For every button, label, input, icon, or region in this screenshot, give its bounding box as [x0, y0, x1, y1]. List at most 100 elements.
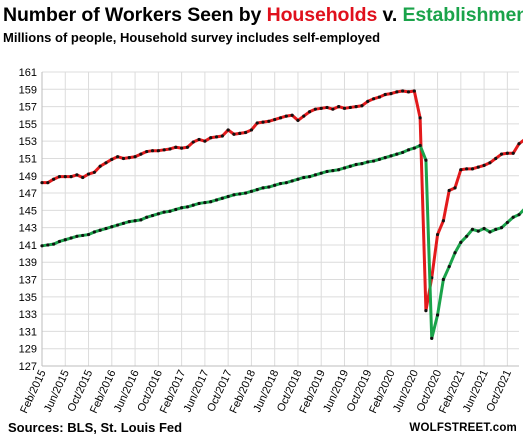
establishments-point	[383, 156, 387, 160]
households-point	[98, 164, 102, 168]
establishments-point	[430, 336, 434, 340]
establishments-point	[435, 313, 440, 317]
households-point	[395, 90, 399, 94]
households-point	[145, 149, 149, 154]
establishments-point	[174, 207, 178, 212]
households-point	[401, 89, 405, 93]
establishments-point	[307, 175, 312, 179]
households-point	[389, 92, 393, 96]
households-point	[75, 173, 79, 177]
households-point	[185, 145, 190, 149]
establishments-point	[116, 223, 120, 227]
establishments-point	[290, 179, 294, 183]
establishments-point	[331, 168, 335, 173]
households-point	[57, 175, 62, 179]
households-point	[511, 151, 515, 155]
chart-title: Number of Workers Seen by Households v. …	[3, 4, 523, 27]
title-part-3: v.	[377, 4, 403, 26]
households-point	[104, 161, 108, 165]
establishments-point	[110, 225, 114, 229]
households-point	[180, 146, 184, 150]
y-tick-label: 139	[19, 257, 37, 269]
y-tick-label: 151	[19, 153, 37, 165]
establishments-point	[511, 215, 515, 219]
households-point	[121, 156, 126, 161]
y-tick-label: 137	[19, 275, 37, 287]
households-point	[517, 142, 521, 146]
establishments-point	[139, 218, 143, 222]
establishments-point	[488, 230, 492, 234]
households-point	[273, 117, 277, 122]
households-point	[63, 175, 67, 179]
establishments-point	[389, 154, 393, 158]
establishments-point	[81, 233, 85, 238]
establishments-point	[185, 205, 190, 209]
households-point	[220, 134, 224, 138]
households-point	[342, 106, 347, 110]
establishments-point	[267, 185, 271, 189]
establishments-point	[366, 160, 370, 164]
y-tick-label: 131	[19, 326, 37, 338]
establishments-point	[296, 177, 300, 181]
title-households: Households	[266, 4, 378, 26]
households-point	[278, 116, 283, 120]
households-point	[488, 161, 492, 165]
households-point	[249, 128, 254, 132]
establishments-point	[412, 146, 416, 150]
establishments-point	[127, 219, 131, 224]
establishments-point	[63, 238, 67, 242]
households-point	[383, 92, 387, 97]
households-point	[406, 90, 411, 94]
establishments-point	[418, 143, 422, 148]
establishments-point	[69, 236, 73, 240]
establishments-point	[203, 200, 207, 205]
households-point	[162, 148, 166, 152]
households-point	[418, 116, 422, 120]
households-point	[319, 106, 323, 110]
establishments-point	[52, 242, 56, 246]
y-tick-label: 129	[19, 344, 37, 356]
establishments-point	[46, 243, 50, 247]
households-point	[331, 107, 335, 111]
households-point	[46, 181, 50, 185]
households-point	[156, 149, 160, 153]
households-point	[81, 175, 85, 180]
households-point	[313, 107, 317, 111]
households-point	[296, 118, 300, 123]
establishments-point	[168, 209, 172, 213]
establishments-point	[476, 229, 480, 233]
establishments-point	[424, 158, 428, 162]
households-point	[476, 165, 480, 169]
y-tick-label: 133	[19, 309, 37, 321]
households-point	[348, 105, 352, 110]
establishments-point	[342, 166, 347, 170]
establishments-point	[447, 264, 451, 269]
establishments-point	[232, 193, 236, 197]
households-point	[494, 156, 498, 161]
households-point	[371, 97, 376, 101]
establishments-point	[220, 196, 224, 200]
households-point	[139, 152, 143, 156]
households-point	[325, 105, 329, 110]
establishments-point	[302, 175, 306, 180]
establishments-point	[453, 251, 457, 255]
establishments-point	[360, 162, 364, 166]
establishments-point	[86, 232, 91, 237]
establishments-point	[145, 215, 149, 219]
households-point	[465, 167, 469, 171]
establishments-point	[244, 191, 248, 195]
households-point	[238, 131, 242, 135]
y-tick-label: 153	[19, 136, 37, 148]
households-point	[261, 120, 265, 124]
establishments-point	[499, 226, 504, 230]
establishments-point	[162, 210, 166, 214]
establishments-point	[395, 152, 399, 156]
y-tick-label: 145	[19, 205, 37, 217]
establishments-point	[406, 148, 411, 152]
households-point	[284, 114, 288, 118]
establishments-point	[459, 240, 463, 244]
establishments-point	[238, 192, 242, 196]
households-point	[307, 110, 312, 114]
households-point	[453, 186, 457, 190]
households-point	[412, 89, 416, 93]
